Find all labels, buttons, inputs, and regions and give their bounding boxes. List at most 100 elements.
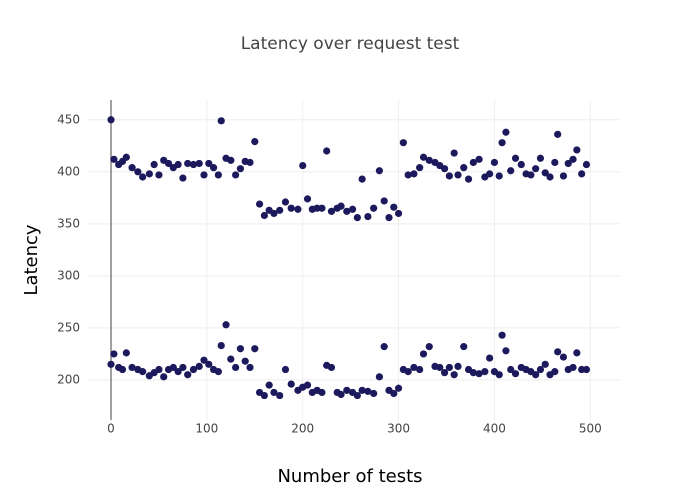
point: [527, 171, 535, 179]
point: [454, 171, 462, 179]
point: [364, 387, 372, 395]
point: [551, 158, 559, 167]
point: [532, 165, 540, 173]
point: [251, 138, 259, 146]
point: [337, 390, 345, 399]
chart-title: Latency over request test: [241, 34, 460, 54]
point: [236, 165, 245, 173]
point: [554, 348, 562, 356]
point: [419, 350, 428, 358]
x-tick-label: 500: [579, 422, 602, 436]
point: [169, 363, 177, 372]
point: [573, 146, 581, 154]
point: [554, 130, 562, 138]
point: [564, 159, 572, 168]
point: [440, 369, 449, 377]
point: [348, 205, 357, 213]
point: [246, 158, 254, 167]
point: [358, 386, 366, 394]
point: [128, 363, 136, 372]
point: [573, 349, 581, 357]
point: [299, 161, 307, 170]
point: [134, 168, 142, 176]
point: [582, 365, 591, 374]
point: [287, 204, 295, 212]
point: [145, 170, 153, 178]
point: [265, 381, 273, 389]
point: [217, 341, 225, 350]
point: [475, 155, 483, 163]
point: [380, 343, 388, 351]
point: [425, 343, 433, 351]
y-axis-title: Latency: [21, 224, 42, 295]
point: [541, 169, 549, 177]
point: [184, 371, 192, 379]
point: [486, 170, 494, 178]
x-tick-label: 300: [387, 422, 410, 436]
point: [559, 172, 568, 180]
point: [495, 371, 503, 379]
y-tick-label: 450: [57, 112, 80, 126]
point: [486, 354, 494, 362]
point: [532, 371, 540, 379]
point: [179, 174, 187, 182]
point: [385, 213, 393, 222]
point: [251, 345, 259, 353]
point: [559, 353, 568, 361]
point: [578, 170, 586, 178]
point: [353, 391, 361, 400]
point: [327, 363, 336, 372]
point: [255, 200, 264, 208]
point: [217, 117, 225, 125]
point: [270, 388, 278, 397]
point: [209, 164, 218, 172]
x-tick-label: 0: [107, 422, 115, 436]
point: [546, 173, 554, 181]
point: [236, 345, 245, 353]
point: [445, 363, 453, 372]
point: [189, 365, 198, 374]
point: [502, 347, 510, 355]
point: [436, 363, 444, 372]
point: [495, 172, 503, 180]
point: [404, 368, 412, 376]
point: [394, 384, 403, 392]
point: [150, 160, 158, 169]
point: [445, 172, 453, 180]
point: [498, 331, 506, 339]
point: [475, 370, 483, 378]
point: [205, 360, 213, 368]
point: [450, 149, 458, 157]
point: [536, 154, 545, 162]
point: [122, 153, 130, 161]
point: [303, 381, 312, 389]
point: [294, 205, 302, 213]
y-tick-label: 400: [57, 164, 80, 178]
point: [390, 203, 398, 211]
point: [507, 365, 515, 374]
point: [404, 171, 412, 179]
point: [511, 154, 520, 162]
point: [390, 389, 398, 398]
point: [481, 368, 489, 376]
x-tick-label: 100: [195, 422, 218, 436]
point: [195, 362, 203, 371]
y-tick-label: 250: [57, 320, 80, 334]
x-tick-label: 400: [483, 422, 506, 436]
point: [419, 153, 428, 161]
point: [174, 160, 182, 169]
point: [511, 370, 520, 378]
point: [287, 380, 295, 388]
point: [337, 202, 345, 210]
point: [128, 164, 136, 172]
point: [155, 365, 163, 374]
y-tick-label: 300: [57, 268, 80, 282]
point: [139, 173, 147, 181]
point: [327, 207, 336, 215]
point: [460, 343, 468, 351]
point: [164, 159, 173, 168]
x-tick-label: 200: [291, 422, 314, 436]
point: [498, 139, 506, 147]
point: [276, 391, 284, 400]
